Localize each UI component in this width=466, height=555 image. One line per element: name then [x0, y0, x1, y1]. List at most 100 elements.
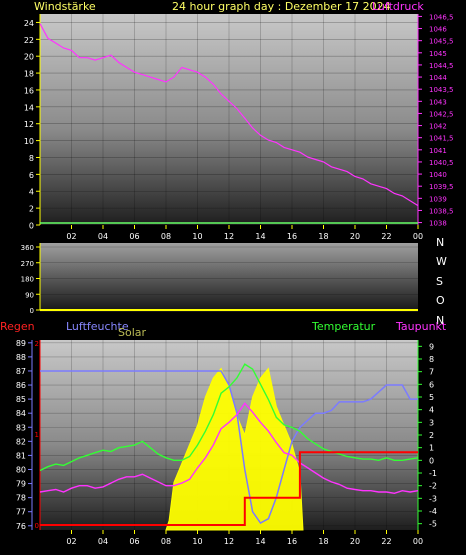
right-tick-label: 1045: [429, 50, 447, 58]
rain-title: Regen: [0, 320, 35, 333]
temp-tick-label: -1: [429, 469, 437, 478]
left-tick-label: 24: [24, 19, 34, 28]
temp-tick-label: 9: [429, 342, 434, 351]
x-tick-label: 18: [318, 537, 328, 546]
left-tick-label: 22: [24, 36, 34, 45]
x-tick-label: 00: [413, 537, 423, 546]
solar-title: Solar: [118, 326, 147, 339]
right-tick-label: 1046,5: [429, 13, 454, 21]
x-tick-label: 20: [350, 232, 360, 241]
humidity-tick-label: 77: [16, 508, 26, 517]
rain-tick-label: 2: [35, 340, 39, 348]
right-tick-label: 1038: [429, 220, 447, 228]
x-tick-label: 04: [98, 537, 108, 546]
temp-tick-label: -5: [429, 520, 437, 529]
x-tick-label: 18: [318, 232, 328, 241]
left-tick-label: 18: [24, 70, 34, 79]
right-tick-label: 1044,5: [429, 62, 454, 70]
x-tick-label: 08: [161, 537, 171, 546]
compass-label: S: [436, 275, 443, 288]
direction-tick-label: 90: [25, 291, 34, 299]
temp-tick-label: 3: [429, 418, 434, 427]
left-tick-label: 2: [29, 205, 34, 214]
x-tick-label: 12: [224, 537, 234, 546]
humidity-tick-label: 78: [16, 494, 26, 503]
right-tick-label: 1041: [429, 147, 447, 155]
temp-tick-label: 4: [429, 406, 434, 415]
right-tick-label: 1040: [429, 171, 447, 179]
left-tick-label: 6: [29, 171, 34, 180]
left-tick-label: 0: [29, 222, 34, 231]
temp-tick-label: -4: [429, 507, 437, 516]
right-tick-label: 1039,5: [429, 183, 454, 191]
x-tick-label: 12: [224, 232, 234, 241]
x-tick-label: 20: [350, 537, 360, 546]
x-tick-label: 06: [129, 537, 139, 546]
dewpoint-line: [39, 402, 419, 495]
x-tick-label: 22: [381, 537, 391, 546]
humidity-tick-label: 87: [16, 367, 26, 376]
temp-tick-label: 8: [429, 355, 434, 364]
humidity-tick-label: 89: [16, 339, 26, 348]
temp-tick-label: 2: [429, 431, 434, 440]
right-tick-label: 1044: [429, 74, 447, 82]
temp-tick-label: 5: [429, 393, 434, 402]
right-tick-label: 1041,5: [429, 135, 454, 143]
temp-tick-label: 7: [429, 368, 434, 377]
wind-title: Windstärke: [34, 0, 96, 13]
humidity-tick-label: 82: [16, 437, 26, 446]
x-tick-label: 06: [129, 232, 139, 241]
left-tick-label: 16: [24, 86, 34, 95]
humidity-line: [40, 370, 418, 524]
humidity-tick-label: 76: [16, 522, 26, 531]
x-tick-label: 16: [287, 232, 297, 241]
right-tick-label: 1043: [429, 98, 447, 106]
compass-label: N: [436, 314, 444, 327]
humidity-tick-label: 85: [16, 395, 26, 404]
direction-tick-label: 360: [21, 244, 34, 252]
temp-tick-label: 6: [429, 380, 434, 389]
direction-tick-label: 270: [21, 260, 34, 268]
x-tick-label: 10: [192, 232, 202, 241]
humidity-tick-label: 88: [16, 353, 26, 362]
chart-title: 24 hour graph day : Dezember 17 2024: [172, 0, 391, 13]
temp-tick-label: 1: [429, 444, 434, 453]
right-tick-label: 1038,5: [429, 207, 454, 215]
humidity-title: Luftfeuchte: [66, 320, 129, 333]
x-tick-label: 02: [66, 232, 76, 241]
panel2-background: [40, 243, 418, 312]
right-tick-label: 1045,5: [429, 38, 454, 46]
left-tick-label: 4: [29, 188, 34, 197]
dewpoint-title: Taupunkt: [395, 320, 447, 333]
temp-tick-label: 0: [429, 456, 434, 465]
humidity-tick-label: 80: [16, 465, 26, 474]
compass-label: N: [436, 236, 444, 249]
panel1-background: [40, 14, 418, 225]
rain-tick-label: 1: [35, 431, 39, 439]
x-tick-label: 16: [287, 537, 297, 546]
right-tick-label: 1039: [429, 195, 447, 203]
humidity-tick-label: 81: [16, 451, 26, 460]
compass-label: W: [436, 255, 447, 268]
x-tick-label: 10: [192, 537, 202, 546]
x-tick-label: 14: [255, 537, 265, 546]
left-tick-label: 14: [24, 103, 34, 112]
x-tick-label: 02: [66, 537, 76, 546]
rain-tick-label: 0: [35, 522, 39, 530]
right-tick-label: 1040,5: [429, 159, 454, 167]
x-tick-label: 08: [161, 232, 171, 241]
temperature-line: [39, 363, 419, 472]
pressure-line: [39, 23, 419, 207]
compass-label: O: [436, 294, 445, 307]
temp-tick-label: -3: [429, 494, 437, 503]
right-tick-label: 1042: [429, 123, 447, 131]
direction-tick-label: 180: [21, 276, 34, 284]
right-tick-label: 1046: [429, 26, 447, 34]
humidity-tick-label: 79: [16, 480, 26, 489]
rain-line: [40, 451, 418, 526]
humidity-tick-label: 86: [16, 381, 26, 390]
left-tick-label: 8: [29, 154, 34, 163]
